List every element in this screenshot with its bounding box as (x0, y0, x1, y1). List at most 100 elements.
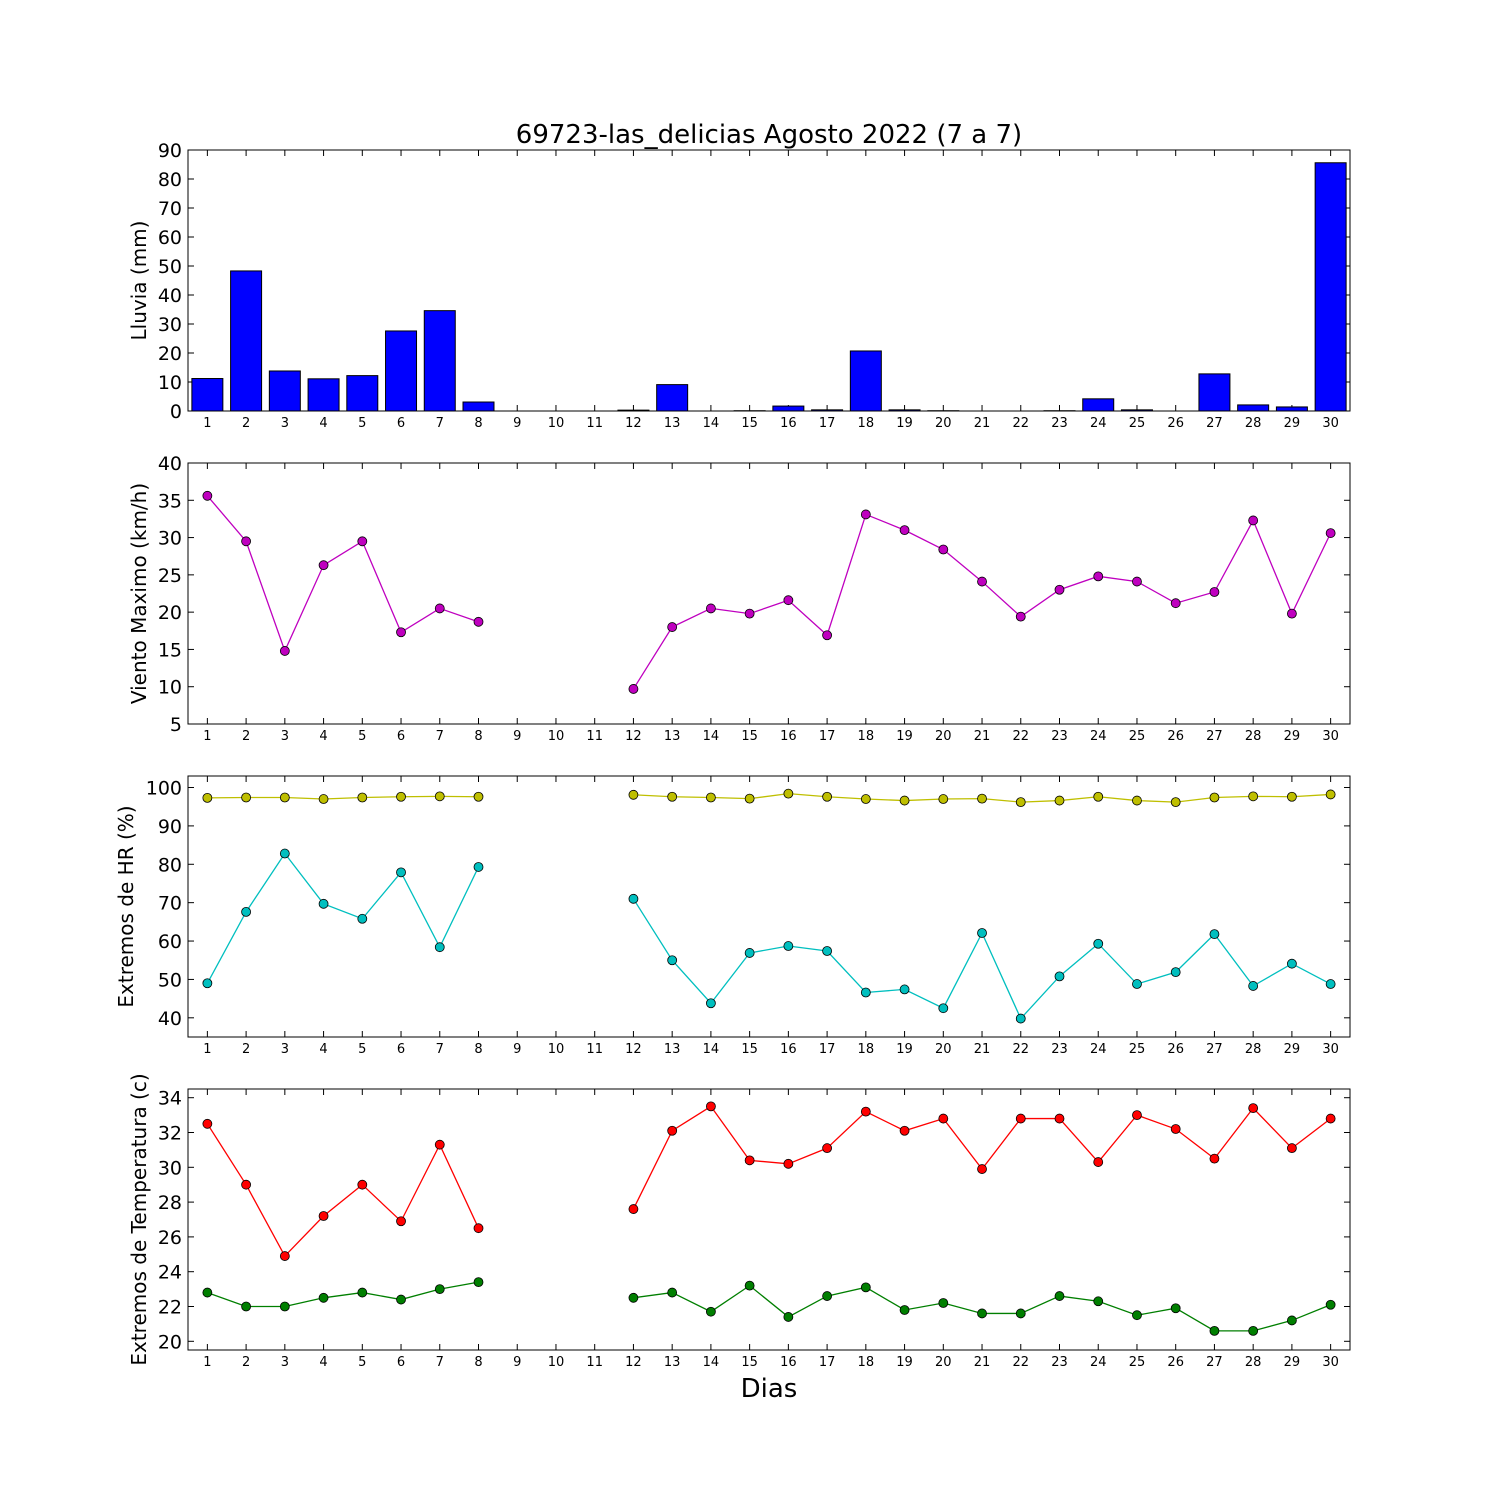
wind-ytick-label: 20 (158, 602, 182, 624)
rain-xtick-label: 25 (1129, 416, 1146, 431)
temperature-series-1-line (206, 1123, 480, 1258)
rain-bar-day-30 (1314, 162, 1347, 412)
temperature-xtick-label: 30 (1322, 1355, 1339, 1370)
temperature-xtick-label: 4 (319, 1355, 327, 1370)
rain-xtick-label: 24 (1090, 416, 1107, 431)
temperature-series-2-point-day-8 (473, 1277, 484, 1288)
temperature-series-2-point-day-4 (318, 1292, 329, 1303)
temperature-xtick-label: 24 (1090, 1355, 1107, 1370)
humidity-ytick-label: 80 (158, 854, 182, 876)
wind-xtick-label: 27 (1206, 729, 1223, 744)
rain-ytick-label: 10 (158, 372, 182, 394)
temperature-series-1-point-day-15 (744, 1155, 755, 1166)
rain-xtick-label: 5 (358, 416, 366, 431)
wind-series-1-point-day-5 (357, 536, 368, 547)
humidity-series-2-point-day-22 (1015, 1013, 1026, 1024)
humidity-y-axis-label: Extremos de HR (%) (114, 805, 138, 1007)
humidity-series-1-point-day-26 (1170, 797, 1181, 807)
rain-xtick-label: 7 (436, 416, 444, 431)
rain-ytick-label: 40 (158, 285, 182, 307)
wind-series-1-point-day-7 (434, 603, 445, 614)
temperature-ytick-label: 32 (158, 1123, 182, 1145)
rain-bar-day-16 (772, 405, 805, 412)
wind-series-1-point-day-24 (1093, 571, 1104, 582)
humidity-series-2-point-day-24 (1093, 938, 1104, 949)
wind-xtick-label: 8 (474, 729, 482, 744)
humidity-series-1-point-day-28 (1248, 791, 1259, 802)
humidity-series-2-point-day-14 (706, 998, 716, 1009)
temperature-series-1-point-day-2 (241, 1179, 252, 1190)
temperature-series-1-point-day-25 (1132, 1110, 1142, 1120)
wind-xtick-label: 7 (436, 729, 444, 744)
humidity-xtick-label: 30 (1322, 1042, 1339, 1057)
temperature-series-2-point-day-5 (357, 1287, 368, 1298)
wind-series-1-point-day-18 (860, 509, 871, 520)
temperature-series-1-point-day-20 (938, 1113, 949, 1124)
temperature-xtick-label: 2 (242, 1355, 250, 1370)
humidity-ytick-label: 90 (158, 816, 182, 838)
rain-bar-day-6 (385, 330, 418, 412)
humidity-xtick-label: 18 (858, 1042, 875, 1057)
wind-xtick-label: 30 (1322, 729, 1339, 744)
humidity-series-1-point-day-30 (1325, 789, 1336, 800)
temperature-xtick-label: 28 (1245, 1355, 1262, 1370)
temperature-series-2-point-day-12 (628, 1292, 639, 1303)
wind-xtick-label: 23 (1051, 729, 1068, 744)
rain-bar-day-8 (462, 401, 495, 412)
temperature-series-2-point-day-30 (1325, 1299, 1336, 1310)
wind-xtick-label: 11 (586, 729, 603, 744)
humidity-xtick-label: 9 (513, 1042, 521, 1057)
rain-ytick-label: 30 (158, 314, 182, 336)
humidity-series-1-point-day-29 (1287, 791, 1297, 802)
wind-series-1-point-day-22 (1015, 611, 1026, 622)
humidity-series-2-point-day-18 (860, 987, 871, 998)
rain-bar-day-7 (423, 310, 456, 412)
humidity-series-2-point-day-20 (938, 1003, 949, 1014)
temperature-series-2-point-day-18 (860, 1282, 871, 1293)
humidity-series-1-line (207, 795, 479, 800)
temperature-series-2-point-day-28 (1248, 1325, 1259, 1336)
temperature-ytick-label: 28 (158, 1192, 182, 1214)
humidity-series-1-point-day-19 (899, 795, 910, 806)
rain-xtick-label: 13 (664, 416, 681, 431)
humidity-xtick-label: 2 (242, 1042, 250, 1057)
wind-series-1-line (206, 495, 479, 653)
temperature-series-2-point-day-7 (434, 1284, 445, 1294)
humidity-series-2-point-day-26 (1170, 967, 1181, 978)
temperature-xtick-label: 19 (896, 1355, 913, 1370)
humidity-series-1-point-day-2 (241, 792, 252, 803)
humidity-series-2-line (206, 852, 480, 984)
humidity-series-1-point-day-16 (783, 788, 794, 799)
wind-xtick-label: 19 (896, 729, 913, 744)
wind-series-1-point-day-30 (1325, 528, 1336, 538)
humidity-series-1-point-day-5 (357, 792, 368, 803)
rain-xtick-label: 8 (474, 416, 482, 431)
temperature-series-2-point-day-1 (202, 1287, 213, 1298)
temperature-series-1-point-day-1 (202, 1118, 213, 1129)
temperature-series-2-point-day-29 (1287, 1315, 1297, 1326)
temperature-xtick-label: 5 (358, 1355, 366, 1370)
temperature-series-1-point-day-23 (1054, 1113, 1065, 1124)
wind-series-1-point-day-20 (938, 544, 949, 555)
rain-xtick-label: 15 (741, 416, 758, 431)
humidity-xtick-label: 13 (664, 1042, 681, 1057)
wind-plot-area (187, 462, 1351, 725)
temperature-series-2-point-day-24 (1093, 1296, 1104, 1307)
wind-series-1-point-day-23 (1054, 584, 1065, 595)
humidity-xtick-label: 16 (780, 1042, 797, 1057)
rain-xtick-label: 20 (935, 416, 952, 431)
temperature-xtick-label: 22 (1012, 1355, 1029, 1370)
humidity-xtick-label: 5 (358, 1042, 366, 1057)
humidity-series-1-point-day-25 (1132, 795, 1142, 806)
wind-series-1-point-day-26 (1170, 598, 1181, 609)
wind-series-1-point-day-14 (706, 603, 716, 614)
humidity-series-1-point-day-14 (706, 792, 716, 803)
wind-xtick-label: 1 (203, 729, 211, 744)
temperature-series-1-point-day-13 (667, 1125, 678, 1136)
temperature-series-2-point-day-21 (977, 1308, 987, 1319)
rain-xtick-label: 19 (896, 416, 913, 431)
temperature-series-1-point-day-18 (860, 1106, 871, 1117)
rain-plot-area (187, 149, 1351, 412)
